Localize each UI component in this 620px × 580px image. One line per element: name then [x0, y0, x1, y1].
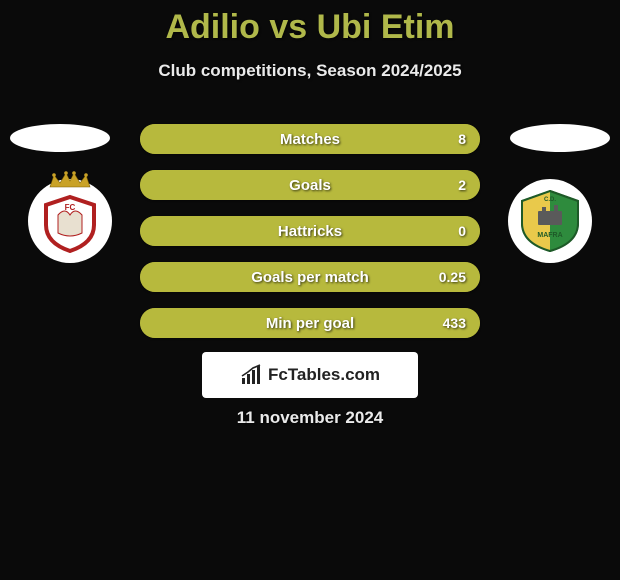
svg-text:FC: FC [65, 203, 76, 212]
svg-text:C.D.: C.D. [544, 197, 556, 203]
badge-circle-left: FC [28, 179, 112, 263]
stat-value: 0 [458, 223, 466, 239]
badge-circle-right: MAFRA C.D. [508, 179, 592, 263]
player-shadow-right [510, 124, 610, 152]
subtitle: Club competitions, Season 2024/2025 [0, 61, 620, 81]
stat-value: 2 [458, 177, 466, 193]
stat-label: Goals per match [251, 269, 369, 286]
stat-label: Min per goal [266, 315, 354, 332]
club-badge-left: FC [28, 179, 112, 263]
brand-box[interactable]: FcTables.com [202, 352, 418, 398]
club-badge-right: MAFRA C.D. [508, 179, 592, 263]
svg-text:MAFRA: MAFRA [537, 232, 562, 239]
stat-label: Hattricks [278, 223, 342, 240]
stat-row-goals: Goals 2 [140, 170, 480, 200]
shield-right-icon: MAFRA C.D. [516, 187, 584, 255]
date-text: 11 november 2024 [0, 408, 620, 428]
stat-value: 8 [458, 131, 466, 147]
stat-row-goals-per-match: Goals per match 0.25 [140, 262, 480, 292]
shield-left-icon: FC [40, 193, 100, 253]
player-shadow-left [10, 124, 110, 152]
stat-value: 433 [443, 315, 466, 331]
stat-label: Matches [280, 131, 340, 148]
stat-row-min-per-goal: Min per goal 433 [140, 308, 480, 338]
crown-icon [48, 171, 92, 189]
brand-text: FcTables.com [268, 365, 380, 385]
stat-row-matches: Matches 8 [140, 124, 480, 154]
page-title: Adilio vs Ubi Etim [0, 0, 620, 47]
stat-label: Goals [289, 177, 331, 194]
stats-container: Matches 8 Goals 2 Hattricks 0 Goals per … [140, 124, 480, 354]
stat-value: 0.25 [439, 269, 466, 285]
stat-row-hattricks: Hattricks 0 [140, 216, 480, 246]
chart-icon [240, 364, 262, 386]
